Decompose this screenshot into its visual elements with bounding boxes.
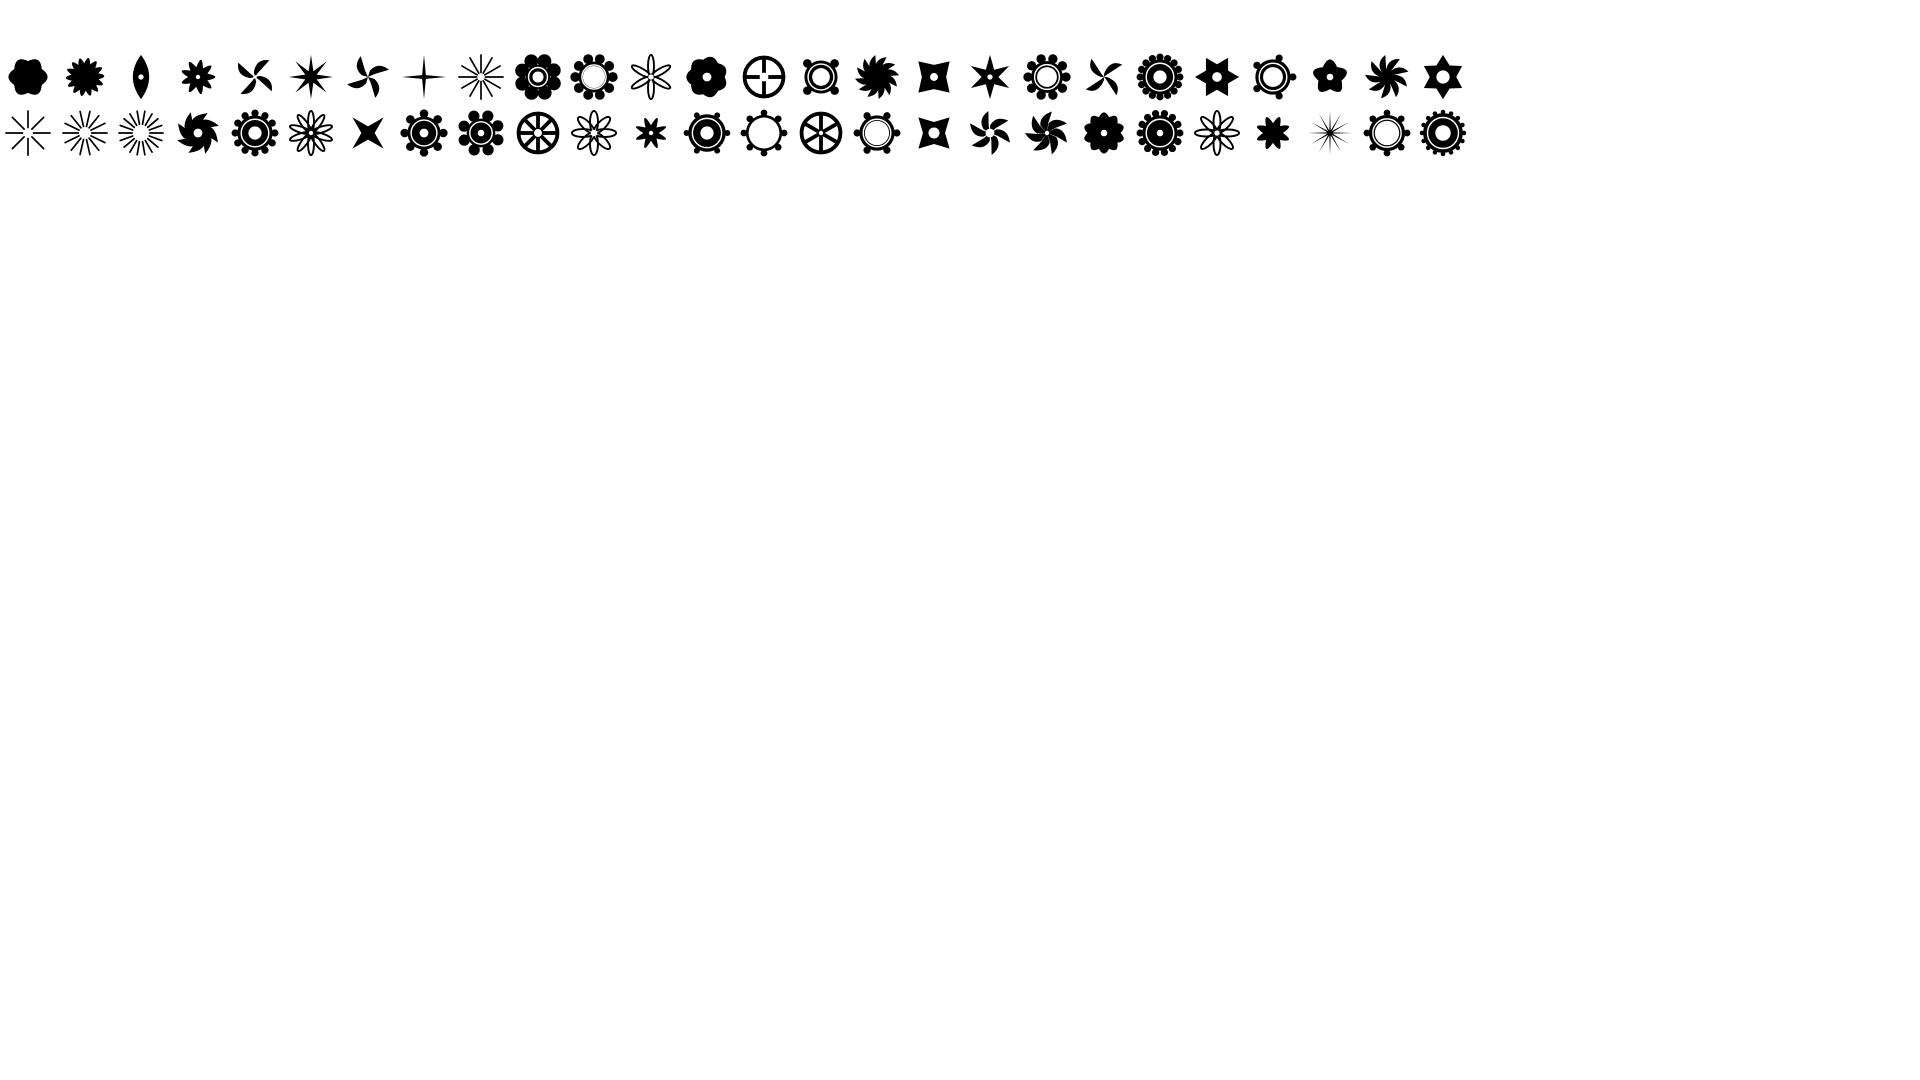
gear-ring-icon — [1019, 52, 1076, 102]
lotus-wheel-icon — [566, 108, 623, 158]
tribal-knot-icon — [509, 52, 566, 102]
hexagon-ring-icon — [849, 108, 906, 158]
hook-cross-icon — [1075, 52, 1132, 102]
net-star-icon — [1188, 108, 1245, 158]
cog-flower-icon — [1075, 108, 1132, 158]
eight-point-star-icon — [283, 52, 340, 102]
cross-circle-icon — [736, 52, 793, 102]
glyph-row — [0, 108, 1470, 158]
spoke-wheel-icon — [1415, 108, 1472, 158]
gear-disc-icon — [1132, 108, 1189, 158]
saw-gear-icon — [170, 108, 227, 158]
vortex-icon — [1358, 52, 1415, 102]
swirl-medallion-icon — [226, 108, 283, 158]
glyph-sheet — [0, 52, 1470, 164]
wavy-ring-icon — [1358, 108, 1415, 158]
triangle-pinwheel-icon — [962, 108, 1019, 158]
club-sun-icon — [623, 108, 680, 158]
hex-lattice-icon — [1415, 52, 1472, 102]
thin-starburst-icon — [1302, 108, 1359, 158]
lattice-diamond-icon — [340, 108, 397, 158]
shuriken-icon — [226, 52, 283, 102]
dotted-medallion-icon — [1132, 52, 1189, 102]
six-point-star-icon — [962, 52, 1019, 102]
interlace-diamond-icon — [906, 108, 963, 158]
spiky-blob-icon — [57, 52, 114, 102]
lace-flower-icon — [283, 108, 340, 158]
celtic-knot-icon — [792, 52, 849, 102]
outline-ring-icon — [736, 108, 793, 158]
four-point-star-icon — [396, 52, 453, 102]
snowflake-block-icon — [792, 108, 849, 158]
leaf-diamond-icon — [113, 52, 170, 102]
segmented-circle-icon — [509, 108, 566, 158]
blade-pinwheel-icon — [1019, 108, 1076, 158]
knot-circle-icon — [1245, 52, 1302, 102]
ornate-wheel-icon — [396, 108, 453, 158]
pentagon-flower-icon — [1302, 52, 1359, 102]
sunburst-icon — [113, 108, 170, 158]
ornate-cross-icon — [1245, 108, 1302, 158]
atom-loops-icon — [623, 52, 680, 102]
dragon-swirl-icon — [170, 52, 227, 102]
firework-icon — [57, 108, 114, 158]
glyph-row — [0, 52, 1470, 102]
dotted-ring-icon — [566, 52, 623, 102]
spiral-burst-icon — [849, 52, 906, 102]
snowflake-sun-icon — [0, 108, 57, 158]
diamond-hex-icon — [906, 52, 963, 102]
hexagon-bulge-icon — [0, 52, 57, 102]
bloom-flower-icon — [679, 52, 736, 102]
flower-burst-icon — [453, 52, 510, 102]
swastika-hook-icon — [340, 52, 397, 102]
star-of-david-icon — [1188, 52, 1245, 102]
rose-circle-icon — [679, 108, 736, 158]
compass-wheel-icon — [453, 108, 510, 158]
